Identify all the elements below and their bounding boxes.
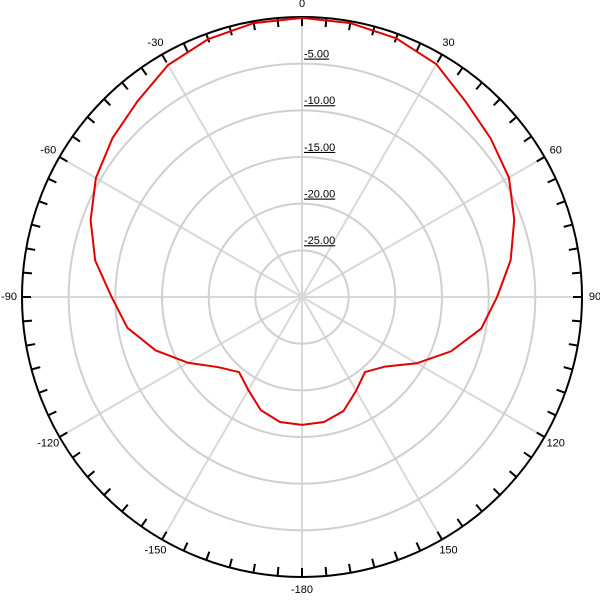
minor-tick: [563, 366, 573, 371]
minor-tick: [276, 566, 280, 577]
minor-tick: [26, 247, 36, 251]
minor-tick: [393, 551, 399, 561]
minor-tick: [563, 223, 573, 228]
minor-tick: [456, 67, 464, 76]
minor-tick: [140, 518, 148, 527]
r-tick-label: -20.00: [304, 189, 335, 201]
minor-tick: [547, 410, 557, 417]
minor-tick: [556, 200, 566, 206]
minor-tick: [475, 81, 483, 91]
minor-tick: [47, 177, 57, 184]
minor-tick: [121, 503, 129, 513]
theta-tick-label: -90: [1, 291, 17, 303]
minor-tick: [59, 156, 68, 163]
theta-tick-label: -150: [144, 545, 166, 557]
minor-tick: [371, 558, 376, 568]
minor-tick: [22, 319, 33, 323]
minor-tick: [31, 223, 41, 228]
pattern-line: [89, 16, 516, 426]
r-tick-label: -25.00: [304, 235, 335, 247]
theta-tick-label: 150: [439, 545, 457, 557]
ring-grid-line: [161, 156, 443, 438]
minor-tick: [415, 542, 422, 552]
minor-tick: [47, 410, 57, 417]
minor-tick: [161, 54, 168, 63]
minor-tick: [103, 98, 112, 107]
minor-tick: [22, 271, 33, 275]
theta-tick-label: -120: [37, 437, 59, 449]
minor-tick: [547, 177, 557, 184]
minor-tick: [161, 531, 168, 540]
minor-tick: [436, 54, 443, 63]
r-tick-label: -10.00: [304, 95, 335, 107]
minor-tick: [348, 563, 352, 573]
minor-tick: [456, 518, 464, 527]
minor-tick: [276, 17, 280, 28]
theta-tick-label: 60: [550, 144, 562, 156]
minor-tick: [523, 135, 532, 143]
minor-tick: [72, 135, 81, 143]
minor-tick: [475, 503, 483, 513]
minor-tick: [436, 531, 443, 540]
minor-tick: [324, 566, 328, 577]
theta-tick-label: 0: [299, 0, 305, 10]
minor-tick: [182, 542, 189, 552]
minor-tick: [86, 470, 96, 478]
minor-tick: [59, 431, 68, 438]
minor-tick: [38, 200, 48, 206]
minor-tick: [26, 343, 36, 347]
theta-tick-label: 90: [589, 291, 600, 303]
minor-tick: [492, 487, 501, 496]
theta-tick-label: 120: [547, 437, 565, 449]
minor-tick: [121, 81, 129, 91]
minor-tick: [252, 563, 256, 573]
ring-grid-line: [254, 249, 350, 345]
theta-tick-label: -180: [291, 584, 313, 596]
minor-tick: [228, 558, 233, 568]
minor-tick: [571, 271, 582, 275]
minor-tick: [508, 470, 518, 478]
minor-tick: [568, 343, 578, 347]
theta-tick-label: -30: [148, 37, 164, 49]
theta-tick-label: -60: [40, 144, 56, 156]
minor-tick: [86, 116, 96, 124]
minor-tick: [140, 67, 148, 76]
minor-tick: [508, 116, 518, 124]
minor-tick: [103, 487, 112, 496]
minor-tick: [38, 388, 48, 394]
minor-tick: [556, 388, 566, 394]
minor-tick: [523, 451, 532, 459]
minor-tick: [536, 156, 545, 163]
r-tick-label: -15.00: [304, 142, 335, 154]
minor-tick: [205, 551, 211, 561]
minor-tick: [568, 247, 578, 251]
minor-tick: [415, 42, 422, 52]
ring-grid-line: [114, 109, 490, 485]
theta-tick-label: 30: [442, 37, 454, 49]
minor-tick: [205, 33, 211, 43]
minor-tick: [182, 42, 189, 52]
minor-tick: [492, 98, 501, 107]
ring-grid-line: [207, 202, 397, 392]
minor-tick: [72, 451, 81, 459]
minor-tick: [31, 366, 41, 371]
r-tick-label: -5.00: [304, 49, 329, 61]
minor-tick: [571, 319, 582, 323]
minor-tick: [324, 17, 328, 28]
minor-tick: [536, 431, 545, 438]
ring-grid-line: [67, 62, 537, 532]
